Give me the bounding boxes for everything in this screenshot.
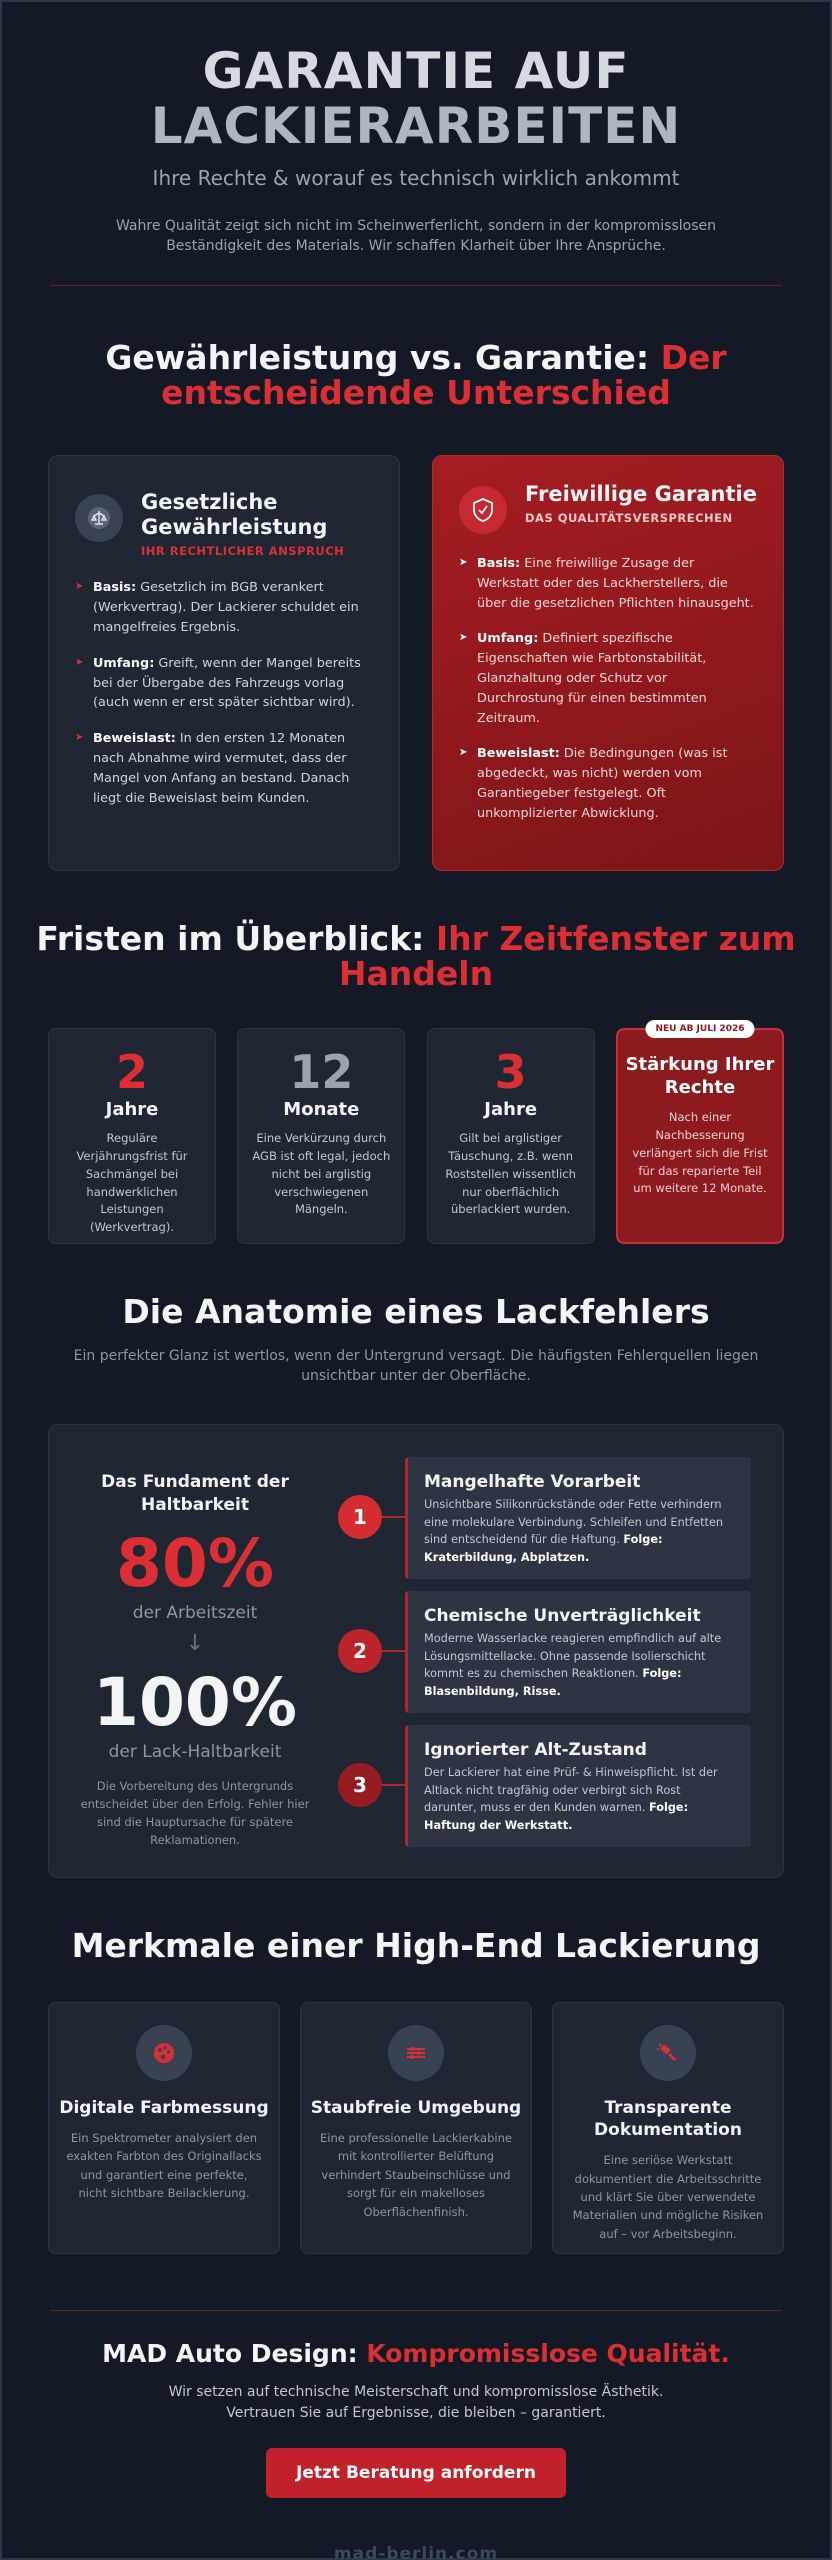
deadline-highlight-box: NEU AB JULI 2026 Stärkung Ihrer Rechte N…: [615, 1020, 784, 1245]
footer-text: Wir setzen auf technische Meisterschaft …: [2, 2382, 830, 2424]
step-title: Ignorierter Alt-Zustand: [424, 1740, 647, 1761]
feature-card: Digitale Farbmessung Ein Spektrometer an…: [48, 2001, 280, 2254]
feature-desc: Eine seriöse Werkstatt dokumentiert die …: [572, 2153, 764, 2241]
hero: GARANTIE AUF LACKIERARBEITEN Ihre Rechte…: [2, 2, 830, 257]
shield-icon: [459, 485, 507, 534]
step-text: Der Lackierer hat eine Prüf- & Hinweispf…: [424, 1766, 718, 1832]
foundation-title: Das Fundament der Haltbarkeit: [101, 1472, 289, 1516]
deadline-number: 3: [494, 1045, 527, 1100]
guarantee-list: Basis: Eine freiwillige Zusage der Werks…: [459, 554, 757, 824]
feature-title: Transparente Dokumentation: [594, 2097, 742, 2141]
warranty-list: Basis: Gesetzlich im BGB verankert (Werk…: [75, 578, 373, 808]
page-subtitle: Ihre Rechte & worauf es technisch wirkli…: [152, 166, 680, 190]
anatomy-panel: Das Fundament der Haltbarkeit 80% der Ar…: [48, 1424, 784, 1879]
list-item: Beweislast: Die Bedingungen (was ist abg…: [459, 744, 757, 823]
new-badge: NEU AB JULI 2026: [645, 1020, 755, 1039]
deadline-number: 2: [115, 1045, 148, 1100]
deadline-box: 3 Jahre Gilt bei arglistiger Täuschung, …: [426, 1028, 595, 1245]
feature-cards: Digitale Farbmessung Ein Spektrometer an…: [48, 2001, 784, 2254]
guarantee-title: Freiwillige Garantie: [525, 481, 757, 506]
error-step: 2 Chemische Unverträglichkeit Moderne Wa…: [338, 1591, 751, 1714]
foundation-note: Die Vorbereitung des Untergrunds entsche…: [80, 1779, 310, 1847]
feature-desc: Eine professionelle Lackierkabine mit ko…: [320, 2131, 512, 2219]
fan-icon: [388, 2024, 444, 2081]
footer-brand: MAD Auto Design: Kompromisslose Qualität…: [102, 2338, 730, 2368]
deadline-desc: Gilt bei arglistiger Täuschung, z.B. wen…: [445, 1131, 576, 1217]
step-number: 2: [338, 1629, 382, 1674]
stat-work-time: 80%: [116, 1525, 274, 1603]
step-number: 1: [338, 1495, 382, 1540]
warranty-tag: IHR RECHTLICHER ANSPRUCH: [141, 544, 345, 559]
feature-title: Staubfreie Umgebung: [310, 2097, 522, 2118]
deadlines-title-white: Fristen im Überblick:: [36, 918, 436, 958]
step-title: Chemische Unverträglichkeit: [424, 1606, 701, 1627]
website-link[interactable]: mad-berlin.com: [333, 2543, 499, 2560]
anatomy-title: Die Anatomie eines Lackfehlers: [122, 1292, 710, 1332]
deadline-desc: Reguläre Verjährungsfrist für Sachmängel…: [76, 1131, 188, 1235]
footer-line-2: Vertrauen Sie auf Ergebnisse, die bleibe…: [226, 2404, 606, 2421]
deadline-unit: Jahre: [105, 1099, 159, 1121]
stat-work-time-caption: der Arbeitszeit: [132, 1603, 258, 1624]
features-title: Merkmale einer High-End Lackierung: [71, 1926, 761, 1966]
error-step: 3 Ignorierter Alt-Zustand Der Lackierer …: [338, 1725, 751, 1848]
feature-card: Staubfreie Umgebung Eine professionelle …: [300, 2001, 532, 2254]
consultation-button[interactable]: Jetzt Beratung anfordern: [266, 2447, 566, 2498]
deadlines-title: Fristen im Überblick: Ihr Zeitfenster zu…: [2, 921, 830, 992]
foundation-stats: Das Fundament der Haltbarkeit 80% der Ar…: [75, 1471, 315, 1849]
anatomy-subtitle: Ein perfekter Glanz ist wertlos, wenn de…: [73, 1347, 759, 1385]
comparison-title-red: Der entscheidende Unterschied: [161, 337, 727, 413]
step-text: Unsichtbare Silikonrückstände oder Fette…: [424, 1498, 724, 1564]
comparison-title: Gewährleistung vs. Garantie: Der entsche…: [2, 337, 830, 413]
arrow-down-icon: ↓: [185, 1631, 205, 1657]
comparison-cards: Gesetzliche Gewährleistung IHR RECHTLICH…: [48, 454, 784, 871]
guarantee-card: Freiwillige Garantie DAS QUALITÄTSVERSPR…: [432, 454, 784, 871]
feature-title: Digitale Farbmessung: [59, 2097, 269, 2118]
list-item: Umfang: Greift, wenn der Mangel bereits …: [75, 654, 373, 713]
feature-card: Transparente Dokumentation Eine seriöse …: [552, 2001, 784, 2254]
page-title: GARANTIE AUF LACKIERARBEITEN: [2, 44, 830, 154]
list-item: Basis: Eine freiwillige Zusage der Werks…: [459, 554, 757, 613]
deadline-box: 2 Jahre Reguläre Verjährungsfrist für Sa…: [48, 1028, 216, 1245]
scale-icon: [75, 493, 123, 542]
warranty-card: Gesetzliche Gewährleistung IHR RECHTLICH…: [48, 454, 400, 871]
stat-durability: 100%: [93, 1664, 297, 1742]
stat-durability-caption: der Lack-Haltbarkeit: [108, 1742, 282, 1763]
highlight-title: Stärkung Ihrer Rechte: [625, 1054, 775, 1098]
deadline-boxes: 2 Jahre Reguläre Verjährungsfrist für Sa…: [48, 1020, 784, 1245]
spray-gun-icon: [640, 2024, 696, 2081]
list-item: Umfang: Definiert spezifische Eigenschaf…: [459, 629, 757, 728]
deadline-unit: Jahre: [484, 1099, 538, 1121]
intro-text: Wahre Qualität zeigt sich nicht im Schei…: [115, 218, 717, 255]
guarantee-tag: DAS QUALITÄTSVERSPRECHEN: [525, 511, 733, 526]
divider: [50, 2309, 782, 2311]
deadline-desc: Eine Verkürzung durch AGB ist oft legal,…: [252, 1131, 391, 1217]
error-step: 1 Mangelhafte Vorarbeit Unsichtbare Sili…: [338, 1457, 751, 1580]
deadline-unit: Monate: [283, 1099, 360, 1121]
error-steps: 1 Mangelhafte Vorarbeit Unsichtbare Sili…: [338, 1457, 751, 1859]
deadline-box: 12 Monate Eine Verkürzung durch AGB ist …: [237, 1028, 406, 1245]
footer: MAD Auto Design: Kompromisslose Qualität…: [2, 2339, 830, 2560]
step-title: Mangelhafte Vorarbeit: [424, 1472, 641, 1493]
warranty-title: Gesetzliche Gewährleistung: [141, 489, 328, 540]
feature-desc: Ein Spektrometer analysiert den exakten …: [66, 2131, 262, 2201]
title-line-1: GARANTIE AUF: [202, 42, 630, 100]
comparison-title-white: Gewährleistung vs. Garantie:: [105, 337, 661, 377]
divider: [50, 284, 782, 286]
deadlines-title-red: Ihr Zeitfenster zum Handeln: [338, 918, 796, 994]
step-text: Moderne Wasserlacke reagieren empfindlic…: [424, 1632, 722, 1698]
deadline-number: 12: [289, 1045, 354, 1100]
title-line-2: LACKIERARBEITEN: [150, 97, 682, 155]
list-item: Beweislast: In den ersten 12 Monaten nac…: [75, 729, 373, 808]
footer-line-1: Wir setzen auf technische Meisterschaft …: [168, 2383, 664, 2400]
palette-icon: [136, 2024, 192, 2081]
highlight-desc: Nach einer Nachbesserung verlängert sich…: [632, 1110, 768, 1196]
list-item: Basis: Gesetzlich im BGB verankert (Werk…: [75, 578, 373, 637]
step-number: 3: [338, 1763, 382, 1808]
